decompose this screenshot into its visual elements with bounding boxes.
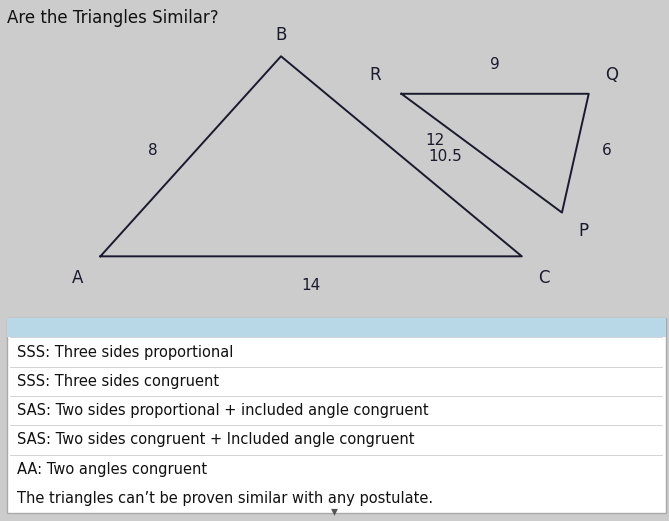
- Text: The triangles can’t be proven similar with any postulate.: The triangles can’t be proven similar wi…: [17, 491, 433, 506]
- Text: 10.5: 10.5: [428, 149, 462, 164]
- Text: 12: 12: [425, 133, 444, 148]
- Text: SSS: Three sides congruent: SSS: Three sides congruent: [17, 374, 219, 389]
- Text: AA: Two angles congruent: AA: Two angles congruent: [17, 462, 207, 477]
- Text: 8: 8: [148, 143, 157, 157]
- FancyBboxPatch shape: [7, 318, 666, 338]
- FancyBboxPatch shape: [7, 318, 666, 513]
- Text: C: C: [539, 269, 550, 287]
- Text: Are the Triangles Similar?: Are the Triangles Similar?: [7, 9, 218, 28]
- Text: 6: 6: [602, 143, 612, 157]
- Text: 9: 9: [490, 57, 500, 72]
- Text: SAS: Two sides congruent + Included angle congruent: SAS: Two sides congruent + Included angl…: [17, 432, 414, 448]
- Text: SSS: Three sides proportional: SSS: Three sides proportional: [17, 344, 233, 359]
- Text: B: B: [275, 26, 287, 44]
- Text: Q: Q: [605, 66, 618, 84]
- Text: 14: 14: [302, 278, 320, 293]
- Text: A: A: [72, 269, 84, 287]
- Text: ▾: ▾: [331, 504, 338, 518]
- Text: R: R: [370, 66, 381, 84]
- Text: P: P: [579, 222, 589, 240]
- Text: SAS: Two sides proportional + included angle congruent: SAS: Two sides proportional + included a…: [17, 403, 428, 418]
